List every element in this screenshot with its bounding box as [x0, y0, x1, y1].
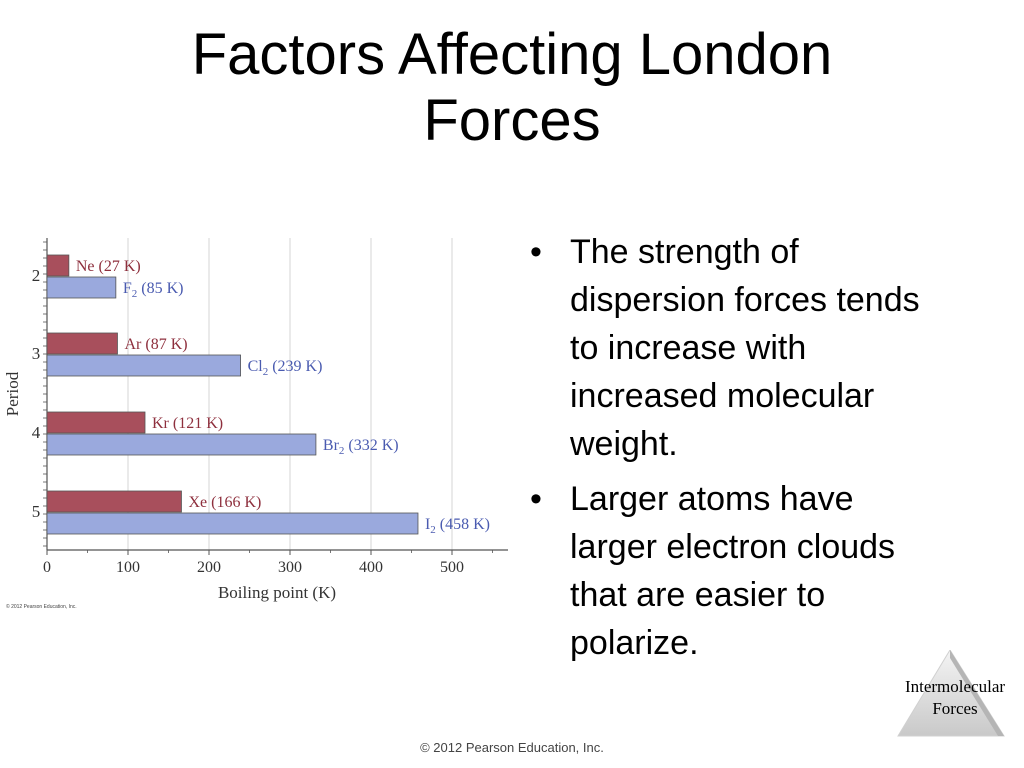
boiling-point-chart: 0 100 200 300 400 500 Boiling point (K) Period 2… [3, 238, 508, 602]
bullet-text: The strength of dispersion forces tends … [570, 233, 920, 463]
section-label: Intermolecular Forces [890, 676, 1020, 720]
bar [46, 433, 317, 456]
section-label-line-1: Intermolecular [904, 677, 1006, 696]
bar-label: Kr (121 K) [152, 415, 223, 432]
bar [46, 354, 241, 377]
bar-label: Xe (166 K) [188, 494, 261, 511]
x-tick-label: 0 [43, 559, 51, 576]
bullet-marker: • [530, 233, 542, 271]
bullet-item: • Larger atoms have larger electron clou… [530, 475, 930, 667]
x-tick-label: 200 [197, 559, 221, 576]
slide-title-line-2: Forces [423, 88, 601, 153]
period-label: 5 [32, 502, 41, 521]
bullet-text: Larger atoms have larger electron clouds… [570, 480, 896, 662]
bar-label: Cl2 (239 K) [248, 358, 323, 378]
bar [46, 512, 419, 535]
bar-label: Br2 (332 K) [323, 437, 399, 457]
period-label: 4 [32, 423, 41, 442]
bar-label: I2 (458 K) [425, 516, 490, 536]
x-tick-label: 500 [440, 559, 464, 576]
bullet-item: • The strength of dispersion forces tend… [530, 228, 930, 468]
section-badge: Intermolecular Forces [890, 650, 1020, 746]
triangle-icon [897, 650, 1005, 737]
bar [46, 254, 70, 277]
x-axis-title: Boiling point (K) [218, 583, 336, 602]
slide-title: Factors Affecting London Forces [0, 22, 1024, 154]
y-axis-title: Period [3, 371, 22, 416]
bar [46, 490, 182, 513]
slide-title-line-1: Factors Affecting London [191, 22, 833, 87]
bullet-list: • The strength of dispersion forces tend… [530, 228, 930, 674]
bar-label: Ne (27 K) [76, 258, 141, 275]
bullet-marker: • [530, 480, 542, 518]
bar-label: Ar (87 K) [124, 336, 187, 353]
bar [46, 276, 117, 299]
bar [46, 411, 146, 434]
section-label-line-2: Forces [932, 699, 978, 718]
bar-label: F2 (85 K) [123, 280, 184, 300]
chart-copyright: © 2012 Pearson Education, Inc. [6, 604, 77, 610]
x-tick-label: 300 [278, 559, 302, 576]
x-tick-label: 400 [359, 559, 383, 576]
period-label: 2 [32, 266, 41, 285]
footer-copyright: © 2012 Pearson Education, Inc. [420, 740, 604, 755]
period-label: 3 [32, 344, 41, 363]
x-tick-label: 100 [116, 559, 140, 576]
bar [46, 332, 118, 355]
